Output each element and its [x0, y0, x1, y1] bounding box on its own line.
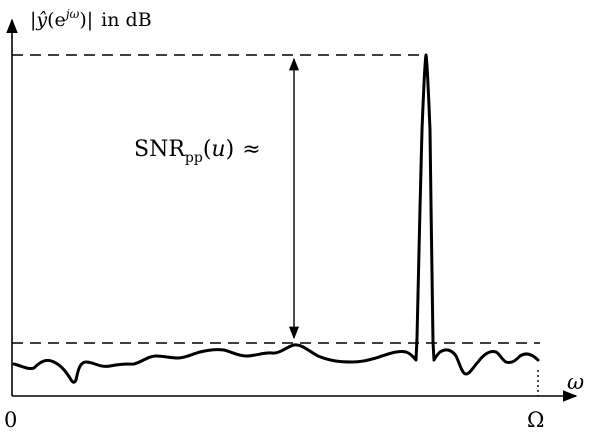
- y-axis-label: |ŷ(ejω)| in dB: [30, 7, 152, 31]
- spectrum-curve: [12, 53, 540, 384]
- snr-annotation: SNRpp(u) ≈: [134, 137, 261, 166]
- origin-label: 0: [4, 408, 17, 432]
- x-axis-label: ω: [567, 370, 584, 394]
- x-end-label: Ω: [527, 408, 544, 432]
